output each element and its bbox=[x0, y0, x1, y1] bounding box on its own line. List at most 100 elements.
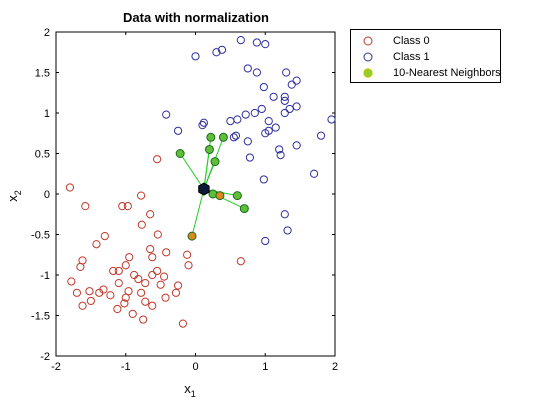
point-class-0 bbox=[162, 248, 171, 257]
point-class-0 bbox=[72, 288, 82, 297]
point-class-1 bbox=[245, 153, 255, 162]
point-class-0 bbox=[128, 309, 137, 318]
legend: Class 0 Class 1 10-Nearest Neighbors bbox=[350, 29, 501, 83]
point-class-0 bbox=[141, 279, 150, 288]
y-tick-label: -2 bbox=[40, 351, 50, 363]
point-class-1 bbox=[280, 92, 289, 101]
point-class-0 bbox=[161, 293, 170, 302]
x-axis-label: x1 bbox=[184, 381, 196, 399]
query-point bbox=[198, 182, 210, 196]
point-class-1 bbox=[271, 123, 280, 132]
neighbor-line bbox=[179, 153, 205, 190]
point-class-0 bbox=[146, 244, 155, 254]
neighbor-point bbox=[187, 231, 197, 241]
chart-title: Data with normalization bbox=[123, 10, 269, 25]
point-class-0 bbox=[141, 297, 150, 306]
point-class-0 bbox=[146, 210, 155, 219]
legend-item-class-1: Class 1 bbox=[351, 49, 500, 65]
point-class-0 bbox=[85, 287, 94, 296]
legend-label-class-1: Class 1 bbox=[393, 51, 430, 63]
point-class-1 bbox=[231, 131, 241, 140]
point-class-0 bbox=[184, 261, 193, 270]
point-class-1 bbox=[269, 92, 278, 101]
point-class-1 bbox=[283, 226, 292, 235]
point-class-0 bbox=[100, 232, 109, 241]
y-tick-label: 1.5 bbox=[35, 68, 50, 80]
x-tick-label: 2 bbox=[332, 361, 338, 373]
neighbor-point bbox=[206, 132, 216, 142]
point-class-0 bbox=[95, 288, 104, 297]
point-class-0 bbox=[121, 261, 130, 270]
neighbor-point bbox=[215, 191, 225, 201]
point-class-0 bbox=[153, 266, 162, 276]
legend-marker-class-0 bbox=[363, 36, 373, 46]
legend-marker-class-1 bbox=[363, 52, 373, 62]
y-tick-label: 2 bbox=[44, 27, 50, 39]
point-class-0 bbox=[148, 270, 157, 280]
point-class-0 bbox=[136, 288, 146, 297]
point-class-0 bbox=[236, 257, 245, 266]
point-class-1 bbox=[282, 68, 291, 77]
point-class-1 bbox=[261, 129, 270, 138]
neighbor-point bbox=[239, 204, 249, 214]
point-class-0 bbox=[114, 279, 123, 288]
neighbor-point bbox=[210, 157, 220, 167]
point-class-0 bbox=[109, 266, 118, 276]
point-class-0 bbox=[153, 155, 162, 164]
point-class-1 bbox=[261, 40, 270, 49]
point-class-0 bbox=[114, 266, 123, 276]
x-tick-label: -1 bbox=[121, 361, 131, 373]
point-class-1 bbox=[226, 117, 235, 126]
neighbor-point bbox=[175, 149, 185, 158]
point-class-0 bbox=[78, 301, 87, 310]
point-class-1 bbox=[252, 68, 261, 77]
point-class-1 bbox=[162, 110, 171, 119]
point-class-0 bbox=[118, 202, 127, 211]
axis-ticks: -2 -1 0 1 2 -2 -1.5 -1 -0.5 0 0.5 1 1.5 2 bbox=[31, 27, 338, 373]
point-class-1 bbox=[243, 137, 252, 146]
neighbor-line bbox=[191, 189, 205, 237]
point-class-1 bbox=[252, 38, 261, 47]
legend-label-class-0: Class 0 bbox=[393, 35, 430, 47]
x-tick-label: 1 bbox=[262, 361, 268, 373]
point-class-1 bbox=[264, 117, 273, 126]
legend-marker-neighbors bbox=[363, 68, 373, 78]
y-tick-label: 0 bbox=[44, 189, 50, 201]
point-class-1 bbox=[292, 141, 301, 150]
point-class-0 bbox=[86, 296, 95, 306]
point-class-1 bbox=[212, 48, 221, 57]
point-class-1 bbox=[259, 175, 268, 184]
point-class-1 bbox=[280, 108, 289, 118]
point-class-1 bbox=[173, 126, 183, 135]
point-class-0 bbox=[134, 274, 143, 284]
point-class-1 bbox=[275, 145, 284, 154]
y-tick-label: -0.5 bbox=[31, 230, 50, 242]
neighbor-point bbox=[204, 144, 214, 154]
x-tick-label: -2 bbox=[51, 361, 61, 373]
point-class-1 bbox=[280, 210, 289, 219]
point-class-0 bbox=[139, 315, 148, 324]
point-class-0 bbox=[153, 230, 162, 239]
y-tick-label: -1 bbox=[40, 270, 50, 282]
point-class-1 bbox=[261, 236, 270, 246]
point-class-1 bbox=[327, 115, 336, 124]
point-class-0 bbox=[65, 183, 75, 192]
point-class-0 bbox=[120, 299, 129, 308]
point-class-1 bbox=[198, 121, 207, 130]
point-class-0 bbox=[106, 291, 115, 300]
point-class-0 bbox=[137, 220, 146, 229]
point-class-0 bbox=[123, 202, 132, 211]
point-class-1 bbox=[250, 108, 259, 118]
point-class-0 bbox=[81, 202, 90, 211]
point-class-1 bbox=[285, 104, 294, 114]
point-class-0 bbox=[113, 304, 122, 314]
point-class-0 bbox=[156, 280, 165, 289]
neighbor-point bbox=[218, 132, 228, 142]
point-class-0 bbox=[67, 277, 76, 286]
neighbor-line bbox=[203, 149, 210, 190]
point-class-1 bbox=[292, 76, 301, 85]
point-class-1 bbox=[280, 96, 289, 105]
point-class-0 bbox=[148, 301, 157, 310]
y-tick-label: 1 bbox=[44, 108, 50, 120]
